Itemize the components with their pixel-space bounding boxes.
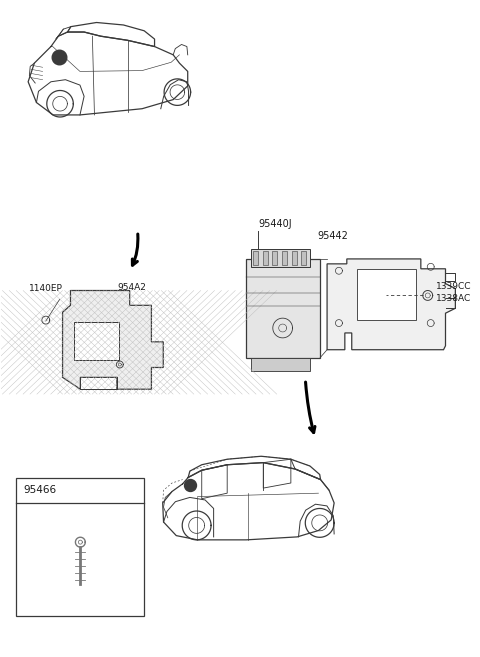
Text: 1338AC: 1338AC: [436, 294, 471, 303]
Bar: [292, 251, 297, 265]
Bar: [272, 251, 277, 265]
Bar: [357, 269, 416, 320]
Bar: [251, 357, 310, 371]
Bar: [301, 251, 306, 265]
Text: 1339CC: 1339CC: [436, 282, 471, 291]
Polygon shape: [62, 290, 163, 389]
Bar: [282, 251, 287, 265]
Bar: [263, 251, 268, 265]
Text: 95440J: 95440J: [258, 219, 292, 229]
Text: 95442: 95442: [317, 231, 348, 241]
Bar: [74, 322, 119, 359]
Text: 954A2: 954A2: [118, 283, 147, 292]
Text: 95466: 95466: [23, 485, 56, 495]
Text: 1140EP: 1140EP: [29, 284, 63, 292]
Bar: [253, 251, 258, 265]
Bar: [251, 249, 310, 267]
Polygon shape: [327, 259, 456, 350]
Bar: [246, 259, 320, 357]
Bar: [16, 478, 144, 616]
